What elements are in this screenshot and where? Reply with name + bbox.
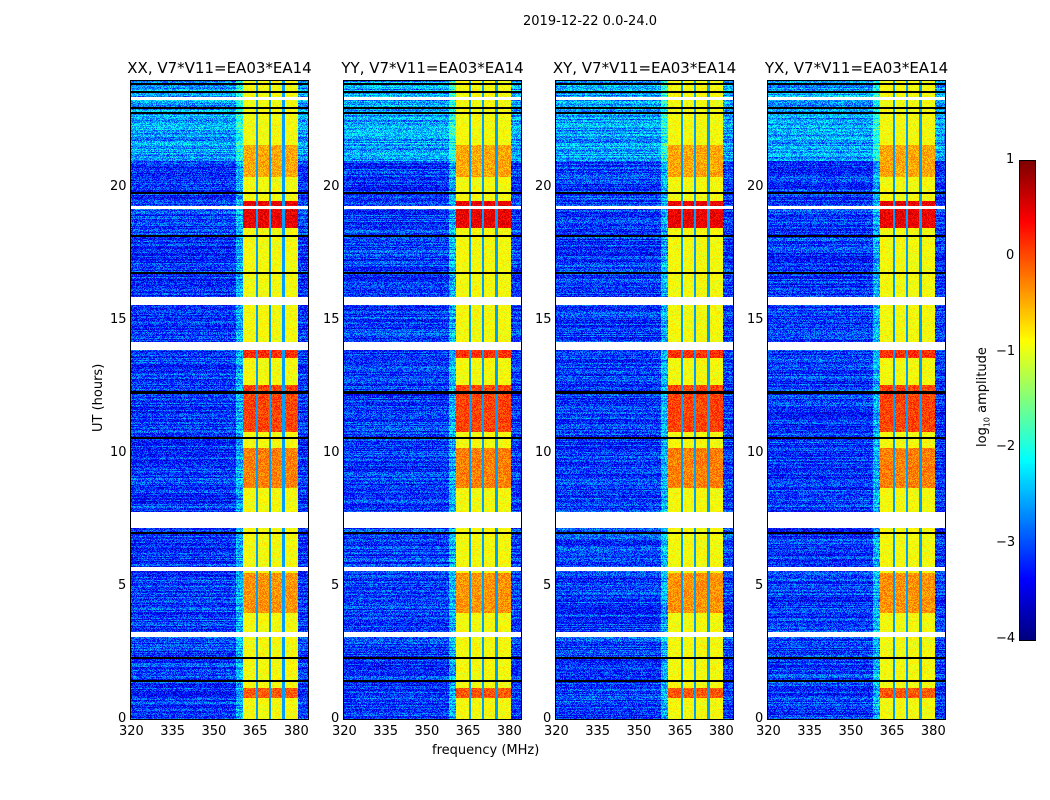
y-tick-label: 20 xyxy=(535,179,552,195)
y-tick-label: 10 xyxy=(110,445,127,461)
x-tick-label: 380 xyxy=(283,724,309,739)
x-tick-label: 365 xyxy=(455,724,481,739)
x-tick-label: 350 xyxy=(201,724,227,739)
y-tick-label: 0 xyxy=(755,711,764,726)
x-tick-label: 350 xyxy=(626,724,652,739)
colorbar-tick-label: 0 xyxy=(1006,247,1015,263)
colorbar-tick-label: −4 xyxy=(996,631,1016,646)
x-tick-label: 365 xyxy=(242,724,268,739)
x-tick-label: 320 xyxy=(756,724,781,739)
y-tick-label: 0 xyxy=(543,711,552,726)
colorbar-tick-label: −2 xyxy=(996,439,1016,455)
y-tick-label: 15 xyxy=(323,312,340,328)
x-tick-label: 335 xyxy=(373,724,399,739)
y-tick-label: 10 xyxy=(747,445,764,461)
y-axis-label: UT (hours) xyxy=(91,363,106,432)
y-tick-label: 5 xyxy=(755,578,764,594)
y-tick-label: 20 xyxy=(110,179,127,195)
x-tick-label: 380 xyxy=(920,724,946,739)
y-tick-label: 20 xyxy=(747,179,764,195)
x-tick-label: 350 xyxy=(838,724,864,739)
x-tick-label: 320 xyxy=(544,724,569,739)
x-axis-label: frequency (MHz) xyxy=(432,743,540,758)
heatmap-panel xyxy=(767,80,946,720)
colorbar-tick-label: −3 xyxy=(996,535,1016,551)
figure-title: 2019-12-22 0.0-24.0 xyxy=(523,14,657,29)
heatmap-panel xyxy=(343,80,522,720)
x-tick-label: 335 xyxy=(797,724,823,739)
y-tick-label: 10 xyxy=(535,445,552,461)
y-tick-label: 15 xyxy=(747,312,764,328)
y-tick-label: 0 xyxy=(331,711,340,726)
x-tick-label: 380 xyxy=(708,724,734,739)
x-tick-label: 335 xyxy=(585,724,611,739)
y-tick-label: 15 xyxy=(535,312,552,328)
colorbar xyxy=(1019,160,1036,641)
x-tick-label: 350 xyxy=(414,724,440,739)
y-tick-label: 10 xyxy=(323,445,340,461)
panel-title: YY, V7*V11=EA03*EA14 xyxy=(341,59,524,77)
colorbar-tick-label: 1 xyxy=(1006,152,1015,167)
x-tick-label: 380 xyxy=(496,724,522,739)
panel-title: YX, V7*V11=EA03*EA14 xyxy=(764,59,949,77)
y-tick-label: 5 xyxy=(118,578,127,594)
y-tick-label: 0 xyxy=(118,711,127,726)
heatmap-panel xyxy=(555,80,734,720)
y-tick-label: 20 xyxy=(323,179,340,195)
x-tick-label: 320 xyxy=(119,724,144,739)
colorbar-tick-label: −1 xyxy=(996,343,1016,359)
x-tick-label: 335 xyxy=(160,724,186,739)
y-tick-label: 5 xyxy=(543,578,552,594)
x-tick-label: 365 xyxy=(879,724,905,739)
heatmap-panel xyxy=(130,80,309,720)
x-tick-label: 365 xyxy=(667,724,693,739)
panel-title: XY, V7*V11=EA03*EA14 xyxy=(552,59,737,77)
x-tick-label: 320 xyxy=(332,724,357,739)
y-tick-label: 15 xyxy=(110,312,127,328)
colorbar-label: log10 amplitude xyxy=(975,347,992,447)
panel-title: XX, V7*V11=EA03*EA14 xyxy=(127,59,312,77)
y-tick-label: 5 xyxy=(331,578,340,594)
